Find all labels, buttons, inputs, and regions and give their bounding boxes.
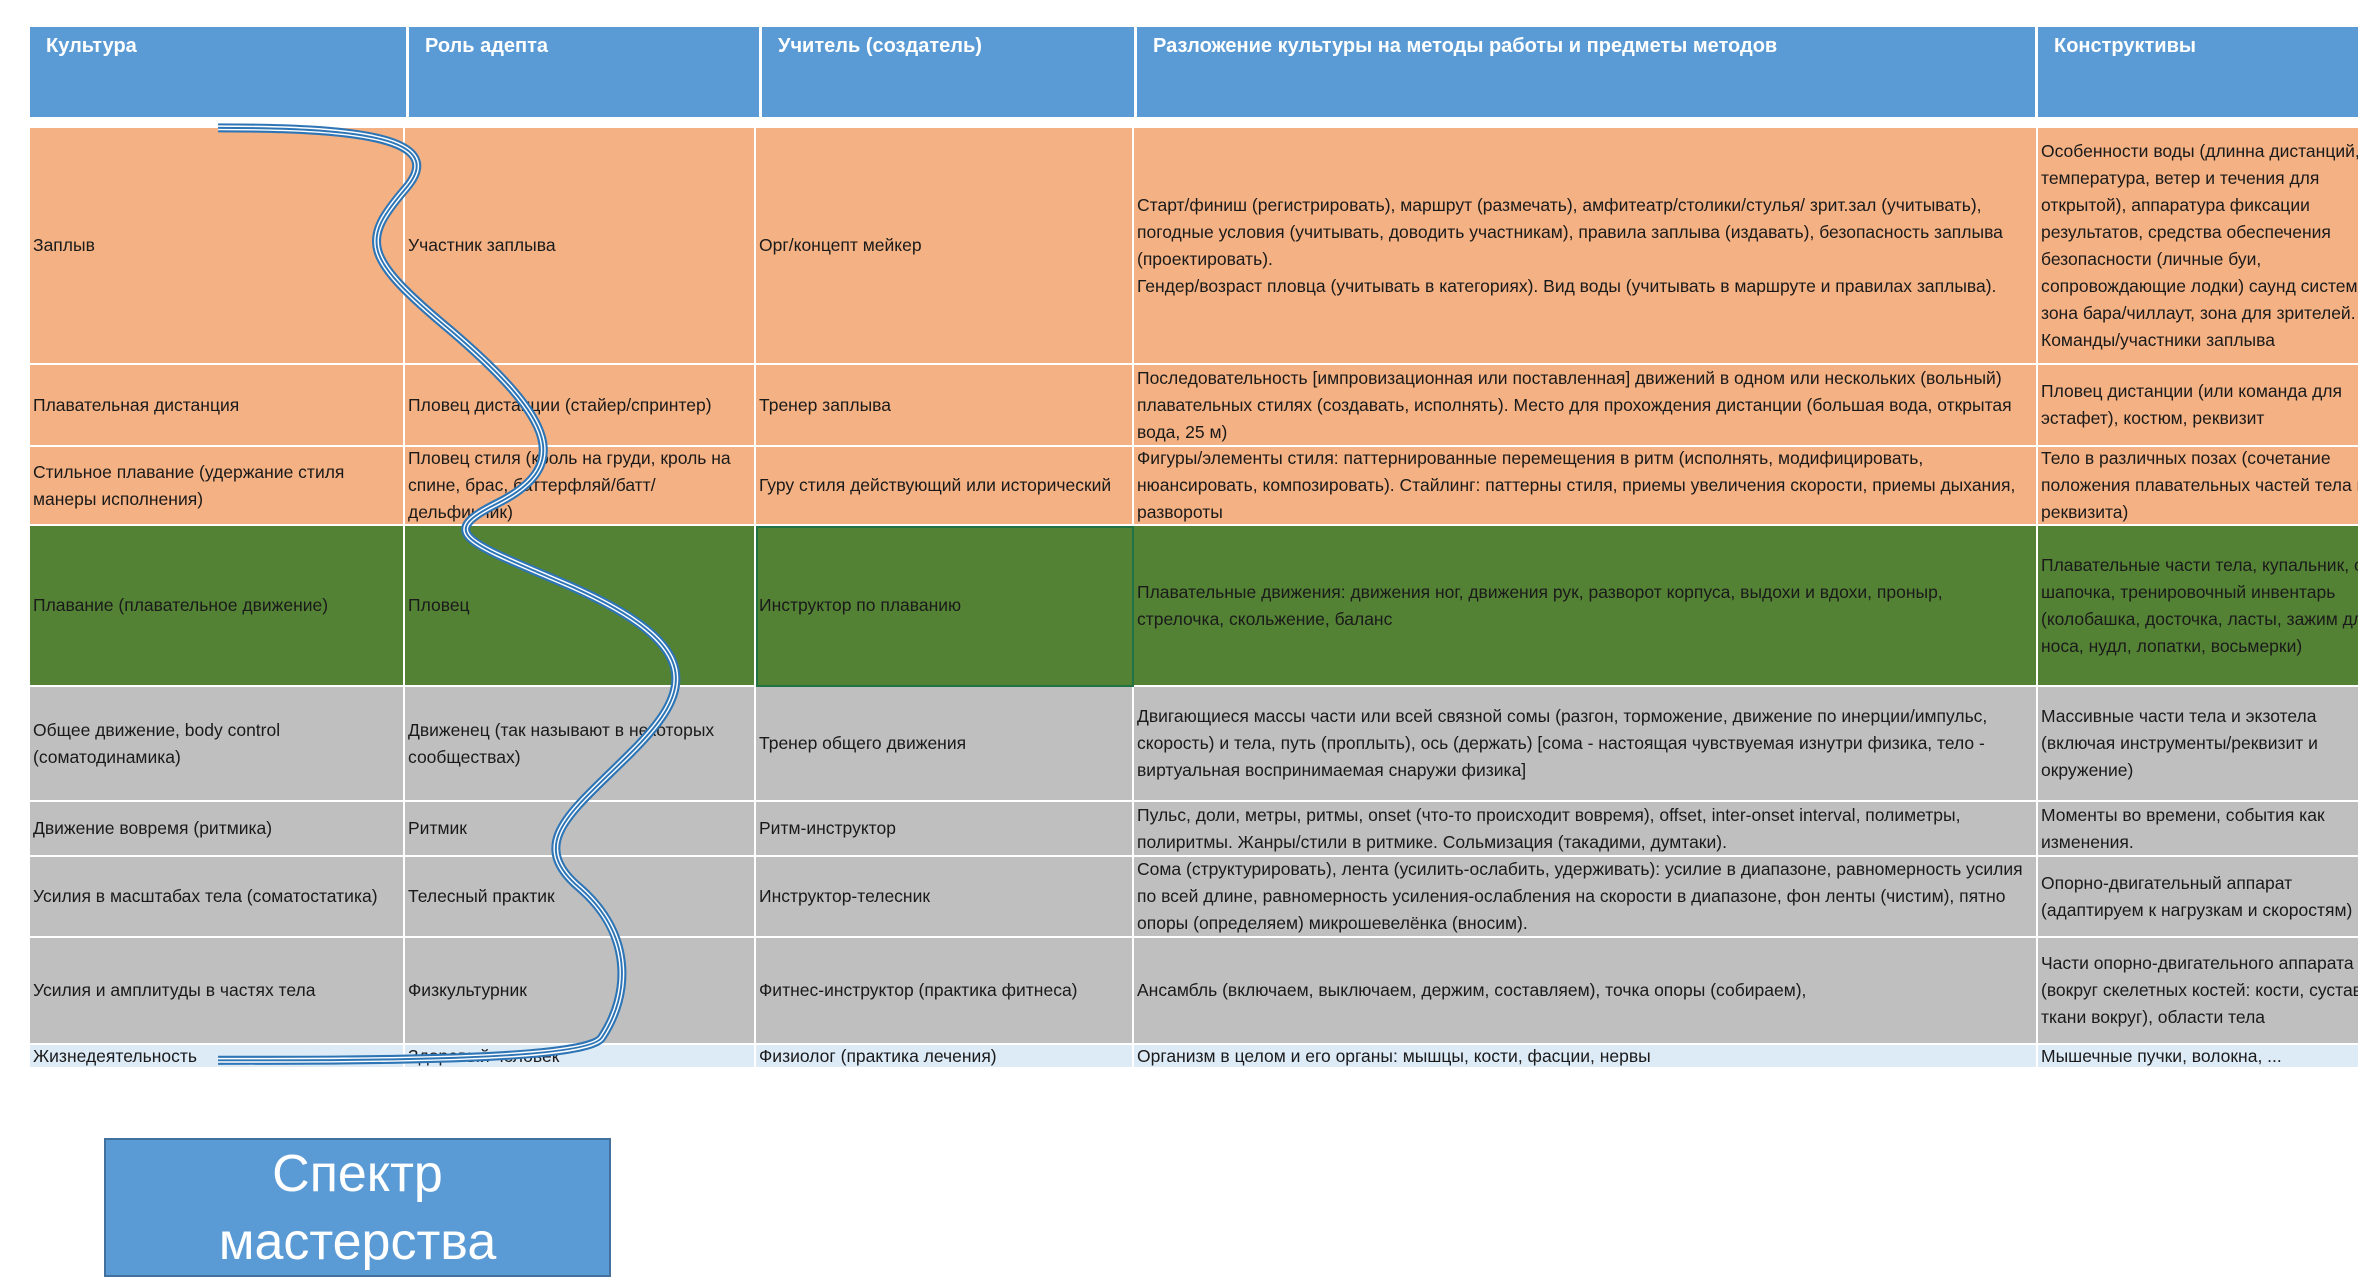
cell-methods[interactable]: Последовательность [импровизационная или… [1134, 365, 2038, 447]
cell-culture[interactable]: Усилия и амплитуды в частях тела [30, 938, 405, 1045]
cell-adept-role[interactable]: Телесный практик [405, 857, 756, 938]
cell-teacher[interactable]: Орг/концепт мейкер [756, 128, 1134, 365]
cell-constructs[interactable]: Пловец дистанции (или команда для эстафе… [2038, 365, 2358, 447]
cell-teacher[interactable]: Физиолог (практика лечения) [756, 1045, 1134, 1069]
cell-adept-role[interactable]: Участник заплыва [405, 128, 756, 365]
cell-methods[interactable]: Фигуры/элементы стиля: паттернированные … [1134, 447, 2038, 526]
header-culture[interactable]: Культура [30, 27, 409, 117]
cell-constructs[interactable]: Массивные части тела и экзотела (включая… [2038, 687, 2358, 802]
cell-methods[interactable]: Двигающиеся массы части или всей связной… [1134, 687, 2038, 802]
cell-culture[interactable]: Усилия в масштабах тела (соматостатика) [30, 857, 405, 938]
cell-constructs[interactable]: Моменты во времени, события как изменени… [2038, 802, 2358, 857]
header-methods[interactable]: Разложение культуры на методы работы и п… [1137, 27, 2038, 117]
cell-methods[interactable]: Сома (структурировать), лента (усилить-о… [1134, 857, 2038, 938]
cell-adept-role[interactable]: Здоровый человек [405, 1045, 756, 1069]
cell-teacher[interactable]: Инструктор по плаванию [756, 526, 1134, 687]
cell-culture[interactable]: Заплыв [30, 128, 405, 365]
cell-teacher[interactable]: Ритм-инструктор [756, 802, 1134, 857]
header-constructs[interactable]: Конструктивы [2038, 27, 2358, 117]
cell-teacher[interactable]: Тренер заплыва [756, 365, 1134, 447]
cell-methods[interactable]: Плавательные движения: движения ног, дви… [1134, 526, 2038, 687]
cell-methods[interactable]: Старт/финиш (регистрировать), маршрут (р… [1134, 128, 2038, 365]
cell-adept-role[interactable]: Пловец дистанции (стайер/спринтер) [405, 365, 756, 447]
cell-teacher[interactable]: Фитнес-инструктор (практика фитнеса) [756, 938, 1134, 1045]
cell-culture[interactable]: Общее движение, body control (соматодина… [30, 687, 405, 802]
cell-constructs[interactable]: Плавательные части тела, купальник, очки… [2038, 526, 2358, 687]
header-teacher[interactable]: Учитель (создатель) [762, 27, 1137, 117]
cell-adept-role[interactable]: Движенец (так называют в некоторых сообщ… [405, 687, 756, 802]
mastery-spectrum-label[interactable]: Спектр мастерства [104, 1138, 611, 1277]
cell-methods[interactable]: Организм в целом и его органы: мышцы, ко… [1134, 1045, 2038, 1069]
cell-culture[interactable]: Стильное плавание (удержание стиля манер… [30, 447, 405, 526]
header-adept-role[interactable]: Роль адепта [409, 27, 762, 117]
cell-constructs[interactable]: Части опорно-двигательного аппарата (вок… [2038, 938, 2358, 1045]
cell-constructs[interactable]: Опорно-двигательный аппарат (адаптируем … [2038, 857, 2358, 938]
cell-adept-role[interactable]: Пловец [405, 526, 756, 687]
cell-culture[interactable]: Жизнедеятельность [30, 1045, 405, 1069]
cell-culture[interactable]: Плавательная дистанция [30, 365, 405, 447]
cell-teacher[interactable]: Гуру стиля действующий или исторический [756, 447, 1134, 526]
cell-constructs[interactable]: Особенности воды (длинна дистанций, темп… [2038, 128, 2358, 365]
cell-constructs[interactable]: Мышечные пучки, волокна, ... [2038, 1045, 2358, 1069]
cell-teacher[interactable]: Инструктор-телесник [756, 857, 1134, 938]
cell-teacher[interactable]: Тренер общего движения [756, 687, 1134, 802]
cell-methods[interactable]: Ансамбль (включаем, выключаем, держим, с… [1134, 938, 2038, 1045]
cell-methods[interactable]: Пульс, доли, метры, ритмы, onset (что-то… [1134, 802, 2038, 857]
cell-adept-role[interactable]: Пловец стиля (кроль на груди, кроль на с… [405, 447, 756, 526]
cell-adept-role[interactable]: Ритмик [405, 802, 756, 857]
cell-adept-role[interactable]: Физкультурник [405, 938, 756, 1045]
cell-constructs[interactable]: Тело в различных позах (сочетание положе… [2038, 447, 2358, 526]
cell-culture[interactable]: Движение вовремя (ритмика) [30, 802, 405, 857]
cell-culture[interactable]: Плавание (плавательное движение) [30, 526, 405, 687]
